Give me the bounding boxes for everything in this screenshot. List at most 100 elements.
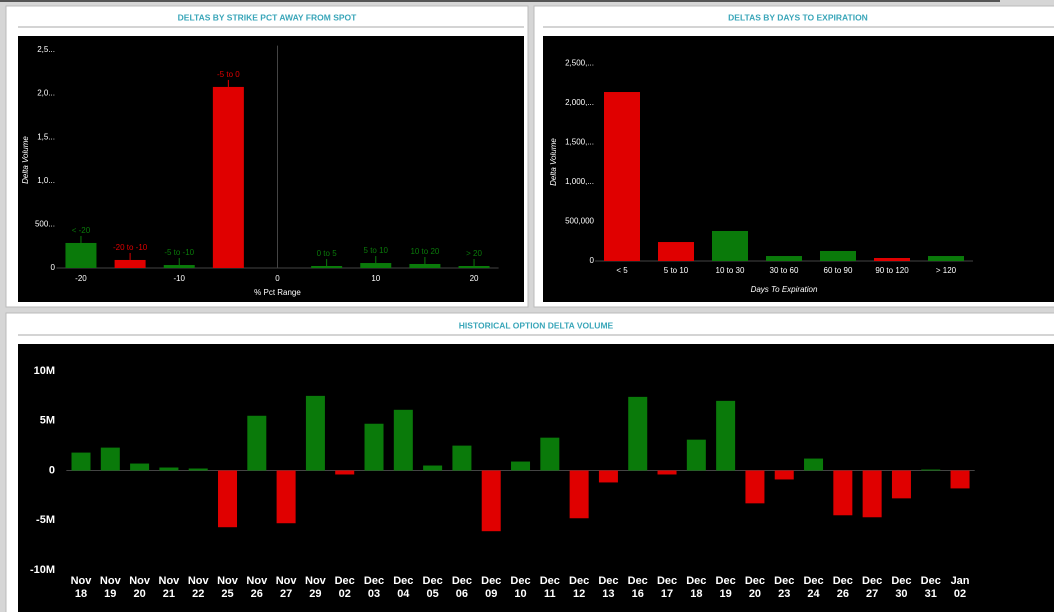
bar (218, 470, 238, 528)
x-tick-label: Nov 22 (187, 575, 209, 600)
y-axis-label: Delta Volume (549, 138, 558, 186)
plot-bg (18, 36, 524, 302)
bar (423, 465, 443, 471)
bar (452, 445, 472, 471)
data-label: 10 to 20 (410, 247, 439, 256)
x-tick-label: 30 to 60 (770, 266, 799, 275)
bar (481, 470, 501, 532)
y-tick-label: 1,0... (37, 176, 55, 185)
bar (874, 257, 910, 261)
y-tick-label: 5M (40, 415, 55, 427)
x-tick-label: 0 (275, 274, 280, 283)
bar (247, 415, 267, 471)
y-tick-label: 500... (35, 220, 55, 229)
bar (188, 468, 208, 471)
x-tick-label: 10 (371, 274, 380, 283)
x-tick-label: Dec 19 (715, 575, 736, 600)
bar (65, 242, 97, 268)
x-tick-label: 5 to 10 (664, 266, 689, 275)
bar (745, 470, 765, 504)
data-label: 5 to 10 (364, 246, 389, 255)
x-tick-label: Jan 02 (950, 575, 970, 600)
bar (891, 470, 911, 499)
bar (716, 400, 736, 471)
x-tick-label: Nov 27 (275, 575, 297, 600)
x-tick-label: Dec 24 (803, 575, 824, 600)
y-tick-label: -5M (36, 514, 55, 526)
x-tick-label: Dec 06 (451, 575, 472, 600)
bar (130, 463, 150, 471)
x-tick-label: > 120 (936, 266, 957, 275)
bar (159, 467, 179, 471)
x-tick-label: Dec 26 (832, 575, 853, 600)
x-tick-label: Dec 30 (891, 575, 912, 600)
bar (712, 230, 748, 261)
x-tick-label: Dec 09 (481, 575, 502, 600)
bar (921, 469, 941, 471)
y-tick-label: 0 (49, 464, 55, 476)
bar (163, 265, 195, 268)
x-tick-label: Nov 20 (129, 575, 150, 600)
x-tick-label: Dec 18 (686, 575, 707, 600)
data-label: 0 to 5 (317, 249, 338, 258)
data-label: > 20 (466, 249, 482, 258)
bar (511, 461, 531, 471)
bar (950, 470, 970, 489)
x-tick-label: Dec 11 (539, 575, 560, 600)
chart-title: HISTORICAL OPTION DELTA VOLUME (459, 320, 614, 330)
x-tick-label: Nov 26 (246, 575, 268, 600)
x-tick-label: -20 (75, 274, 87, 283)
x-tick-label: Dec 13 (598, 575, 619, 600)
bar (820, 250, 856, 261)
bar (335, 470, 355, 475)
x-tick-label: 90 to 120 (875, 266, 909, 275)
bar (766, 256, 802, 261)
x-tick-label: Dec 23 (774, 575, 795, 600)
bar (305, 395, 325, 471)
bar (604, 92, 640, 261)
bar (276, 470, 296, 524)
bar (360, 263, 392, 268)
x-tick-label: 20 (470, 274, 479, 283)
x-tick-label: Dec 31 (920, 575, 941, 600)
x-axis-label: % Pct Range (254, 288, 301, 297)
x-tick-label: 60 to 90 (824, 266, 853, 275)
x-tick-label: Dec 03 (363, 575, 385, 600)
x-tick-label: Dec 02 (334, 575, 355, 600)
chart-title: DELTAS BY DAYS TO EXPIRATION (728, 12, 868, 22)
bar (212, 86, 244, 268)
x-tick-label: Nov 19 (99, 575, 121, 600)
chart-title: DELTAS BY STRIKE PCT AWAY FROM SPOT (178, 12, 357, 22)
bar (862, 470, 882, 518)
data-label: -20 to -10 (113, 243, 148, 252)
x-tick-label: Nov 25 (217, 575, 238, 600)
x-tick-label: Nov 29 (305, 575, 326, 600)
bar (364, 423, 384, 471)
bar (540, 437, 560, 471)
x-tick-label: Dec 12 (569, 575, 590, 600)
y-tick-label: 2,500,... (565, 59, 594, 68)
y-tick-label: 2,000,... (565, 98, 594, 107)
y-tick-label: 0 (51, 263, 56, 272)
x-tick-label: Dec 27 (862, 575, 883, 600)
data-label: -5 to -10 (164, 248, 194, 257)
y-tick-label: 0 (590, 256, 595, 265)
x-tick-label: 10 to 30 (716, 266, 745, 275)
x-tick-label: < 5 (616, 266, 628, 275)
y-tick-label: 1,5... (37, 132, 55, 141)
bar (658, 242, 694, 261)
bar (928, 256, 964, 261)
x-tick-label: Dec 20 (744, 575, 766, 600)
y-axis-label: Delta Volume (21, 136, 30, 184)
bar (71, 452, 91, 471)
data-label: < -20 (72, 226, 91, 235)
y-tick-label: 2,0... (37, 89, 55, 98)
y-tick-label: 1,500,... (565, 138, 594, 147)
bar (311, 265, 343, 268)
bar (686, 439, 706, 471)
x-tick-label: Dec 17 (656, 575, 678, 600)
bar (804, 458, 824, 471)
bar (569, 470, 589, 519)
